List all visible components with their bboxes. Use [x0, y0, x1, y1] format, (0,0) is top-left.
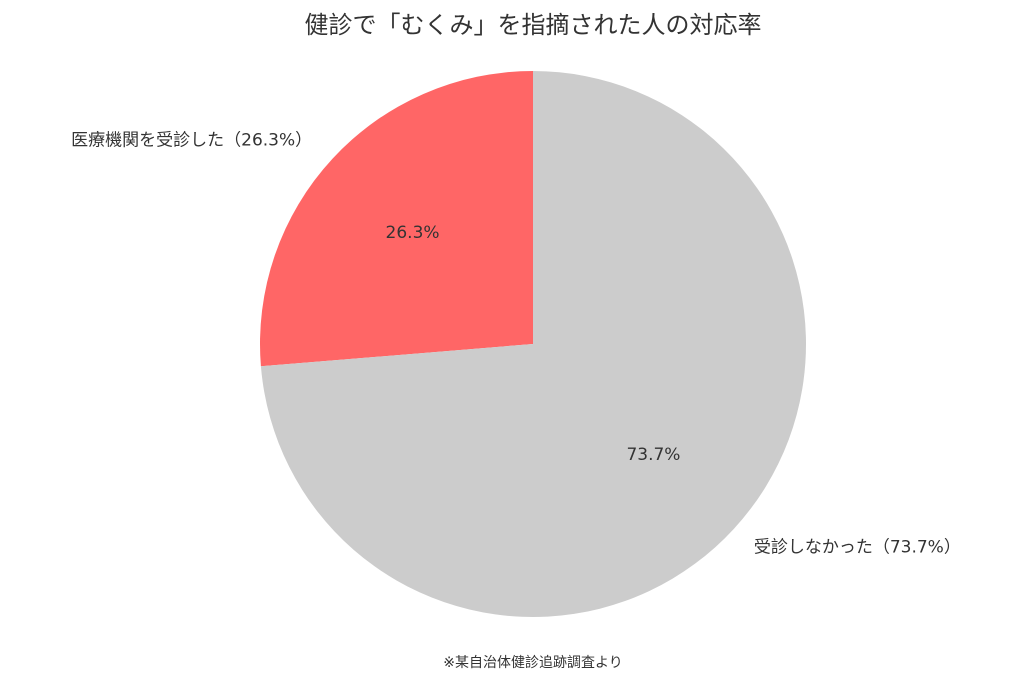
category-label: 受診しなかった（73.7%）	[754, 537, 961, 557]
chart-title: 健診で「むくみ」を指摘された人の対応率	[305, 11, 762, 39]
pie-slice	[260, 71, 807, 618]
category-label: 医療機関を受診した（26.3%）	[71, 131, 312, 151]
value-label: 26.3%	[386, 223, 440, 243]
pie-slice	[260, 71, 533, 367]
value-label: 73.7%	[626, 445, 680, 465]
footnote: ※某自治体健診追跡調査より	[443, 655, 622, 671]
